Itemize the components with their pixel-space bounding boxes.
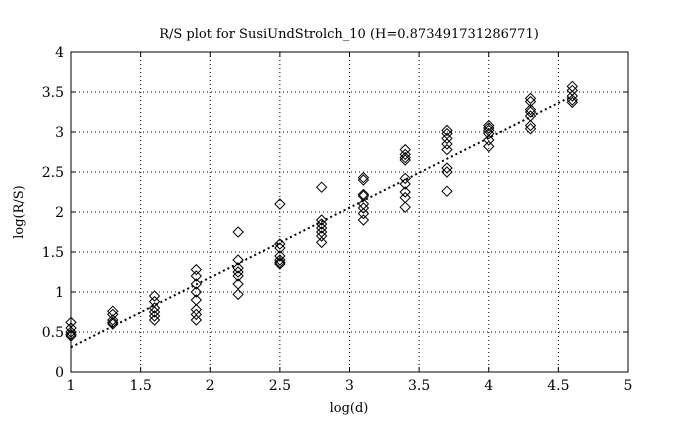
x-tick-label: 1.5 [129, 378, 151, 394]
y-tick-label: 1 [55, 285, 64, 301]
data-point-diamond [399, 201, 411, 213]
data-point-diamond [274, 198, 286, 210]
data-point-diamond [107, 318, 119, 330]
data-point-diamond [315, 230, 328, 242]
data-point-diamond [357, 174, 370, 186]
data-point-diamond [190, 263, 203, 276]
fit-line [70, 95, 573, 349]
chart-title: R/S plot for SusiUndStrolch_10 (H=0.8734… [159, 27, 539, 42]
data-point-diamond [566, 90, 579, 102]
data-point-diamond [274, 258, 286, 270]
data-point-diamond [399, 151, 411, 164]
data-point-diamond [232, 288, 244, 301]
data-point-diamond [315, 181, 328, 193]
data-point-diamond [148, 314, 161, 326]
x-tick-label: 5 [624, 378, 633, 394]
data-point-diamond [399, 148, 411, 161]
data-point-diamond [524, 123, 537, 135]
data-point-diamond [232, 266, 244, 278]
data-point-diamond [232, 270, 244, 282]
x-tick-label: 3.5 [408, 378, 430, 394]
x-axis-label: log(d) [330, 401, 369, 416]
data-point-diamond [274, 242, 286, 254]
data-point-diamond [274, 238, 286, 250]
data-point-diamond [315, 236, 328, 249]
data-point-diamond [274, 250, 286, 262]
data-point-diamond [566, 94, 579, 106]
data-point-diamond [357, 171, 370, 184]
data-point-diamond [315, 218, 328, 230]
data-point-diamond [524, 92, 537, 105]
data-point-diamond [399, 186, 411, 198]
data-point-diamond [315, 214, 328, 226]
data-point-diamond [315, 222, 328, 234]
data-point-diamond [524, 103, 537, 116]
data-point-diamond [148, 306, 161, 318]
data-point-diamond [190, 278, 203, 290]
data-point-diamond [399, 172, 411, 185]
data-point-diamond [190, 270, 203, 282]
x-tick-label: 2 [206, 378, 215, 394]
data-point-diamond [190, 314, 203, 326]
data-point-diamond [483, 140, 495, 153]
data-point-diamond [274, 256, 286, 269]
data-point-diamond [190, 286, 203, 298]
y-axis-ticks: 0 0.5 1 1.5 2 2.5 3 3.5 4 [42, 45, 628, 381]
data-point-diamond [357, 214, 370, 226]
x-axis-ticks: 1 1.5 2 2.5 3 3.5 4 4.5 5 [67, 52, 633, 394]
data-point-diamond [441, 138, 453, 150]
data-point-diamond [107, 305, 119, 317]
y-tick-label: 3.5 [42, 85, 64, 101]
x-tick-label: 2.5 [269, 378, 291, 394]
data-point-diamond [524, 119, 537, 132]
y-tick-label: 2.5 [42, 165, 64, 181]
y-tick-label: 4 [55, 45, 64, 61]
data-points [65, 80, 579, 342]
y-tick-label: 3 [55, 125, 64, 141]
data-point-diamond [107, 316, 119, 329]
y-tick-label: 0.5 [42, 325, 64, 341]
data-point-diamond [399, 154, 411, 166]
y-axis-label: log(R/S) [12, 185, 27, 239]
data-point-diamond [483, 122, 495, 134]
x-tick-label: 3 [345, 378, 354, 394]
y-tick-label: 0 [55, 365, 64, 381]
data-point-diamond [441, 143, 453, 156]
data-point-diamond [441, 162, 453, 174]
data-point-diamond [524, 110, 537, 122]
grid-lines [71, 52, 628, 372]
y-tick-label: 1.5 [42, 245, 64, 261]
data-point-diamond [399, 178, 411, 190]
y-tick-label: 2 [55, 205, 64, 221]
data-point-diamond [483, 127, 495, 140]
data-point-diamond [566, 96, 579, 109]
data-point-diamond [524, 106, 537, 118]
data-point-diamond [441, 132, 453, 145]
data-point-diamond [148, 302, 161, 314]
data-point-diamond [232, 226, 244, 238]
data-point-diamond [148, 290, 161, 302]
x-tick-label: 4 [484, 378, 493, 394]
data-point-diamond [483, 134, 495, 146]
data-point-diamond [441, 124, 453, 137]
data-point-diamond [357, 202, 370, 214]
data-point-diamond [483, 119, 495, 132]
data-point-diamond [357, 190, 370, 202]
data-point-diamond [566, 80, 579, 93]
data-point-diamond [232, 262, 244, 274]
data-point-diamond [274, 254, 286, 266]
data-point-diamond [107, 314, 119, 326]
x-tick-label: 1 [67, 378, 76, 394]
fit-line-layer [70, 95, 573, 349]
data-point-diamond [148, 310, 161, 322]
data-point-diamond [441, 166, 453, 178]
data-point-diamond [190, 308, 203, 321]
data-point-diamond [441, 185, 453, 197]
x-tick-label: 4.5 [547, 378, 569, 394]
data-point-diamond [232, 254, 244, 266]
data-point-diamond [357, 207, 370, 220]
